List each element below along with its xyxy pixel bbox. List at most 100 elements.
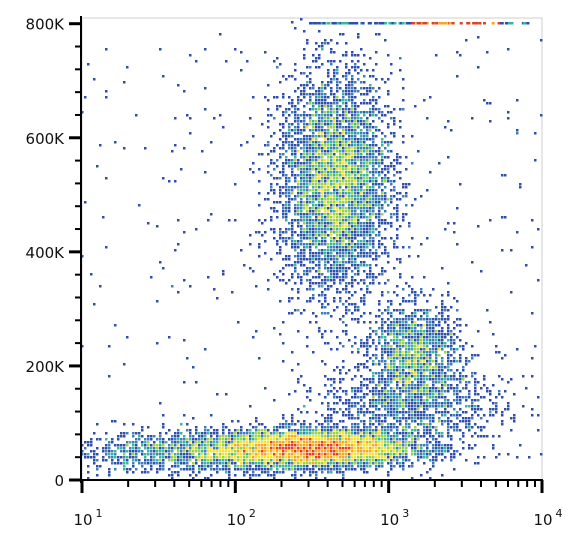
data-point <box>369 333 372 336</box>
data-point <box>423 393 426 396</box>
data-point <box>321 222 324 225</box>
data-point <box>417 384 420 387</box>
data-point <box>366 165 369 168</box>
data-point <box>306 171 309 174</box>
data-point <box>285 150 288 153</box>
data-point <box>285 162 288 165</box>
data-point <box>417 342 420 345</box>
data-point <box>228 435 231 438</box>
data-point <box>402 216 405 219</box>
data-point <box>390 399 393 402</box>
data-point <box>105 432 108 435</box>
data-point <box>393 348 396 351</box>
data-point <box>372 453 375 456</box>
data-point <box>423 354 426 357</box>
data-point <box>294 120 297 123</box>
data-point <box>270 174 273 177</box>
data-point <box>444 366 447 369</box>
data-point <box>360 453 363 456</box>
data-point <box>477 399 480 402</box>
data-point <box>390 426 393 429</box>
data-point <box>420 333 423 336</box>
data-point <box>327 204 330 207</box>
data-point <box>300 99 303 102</box>
data-point <box>375 183 378 186</box>
data-point <box>315 453 318 456</box>
data-point <box>387 204 390 207</box>
data-point <box>333 219 336 222</box>
data-point <box>372 183 375 186</box>
data-point <box>210 426 213 429</box>
data-point <box>465 360 468 363</box>
data-point <box>375 216 378 219</box>
data-point <box>351 255 354 258</box>
data-point <box>384 249 387 252</box>
data-point <box>378 429 381 432</box>
data-point <box>300 240 303 243</box>
data-point <box>393 195 396 198</box>
data-point <box>342 315 345 318</box>
data-point <box>414 333 417 336</box>
data-point <box>390 366 393 369</box>
data-point <box>369 123 372 126</box>
data-point <box>261 450 264 453</box>
data-point <box>438 321 441 324</box>
data-point <box>285 156 288 159</box>
data-point <box>474 387 477 390</box>
data-point <box>162 444 165 447</box>
data-point <box>90 438 93 441</box>
data-point <box>345 330 348 333</box>
data-point <box>366 147 369 150</box>
data-point <box>330 117 333 120</box>
data-point <box>387 300 390 303</box>
data-point <box>384 201 387 204</box>
data-point <box>360 387 363 390</box>
data-point <box>315 93 318 96</box>
data-point <box>423 345 426 348</box>
data-point <box>408 360 411 363</box>
data-point <box>345 183 348 186</box>
data-point <box>462 420 465 423</box>
data-point <box>168 429 171 432</box>
data-point <box>384 450 387 453</box>
data-point <box>438 330 441 333</box>
data-point <box>321 150 324 153</box>
data-point <box>456 417 459 420</box>
data-point <box>357 351 360 354</box>
data-point <box>285 195 288 198</box>
data-point <box>303 222 306 225</box>
data-point <box>450 330 453 333</box>
data-point <box>222 429 225 432</box>
data-point <box>342 456 345 459</box>
data-point <box>408 342 411 345</box>
data-point <box>333 183 336 186</box>
data-point <box>234 441 237 444</box>
data-point <box>141 465 144 468</box>
data-point <box>414 441 417 444</box>
data-point <box>306 432 309 435</box>
data-point <box>300 219 303 222</box>
data-point <box>378 216 381 219</box>
data-point <box>135 432 138 435</box>
data-point <box>345 435 348 438</box>
data-point <box>429 393 432 396</box>
data-point <box>354 318 357 321</box>
data-point <box>333 453 336 456</box>
data-point <box>360 396 363 399</box>
data-point <box>312 258 315 261</box>
data-point <box>432 459 435 462</box>
data-point <box>339 105 342 108</box>
data-point <box>288 177 291 180</box>
data-point <box>348 96 351 99</box>
data-point <box>390 315 393 318</box>
data-point <box>426 366 429 369</box>
data-point <box>342 168 345 171</box>
data-point <box>237 429 240 432</box>
data-point <box>324 102 327 105</box>
data-point <box>381 420 384 423</box>
data-point <box>96 468 99 471</box>
data-point <box>363 81 366 84</box>
data-point <box>363 102 366 105</box>
data-point <box>276 240 279 243</box>
